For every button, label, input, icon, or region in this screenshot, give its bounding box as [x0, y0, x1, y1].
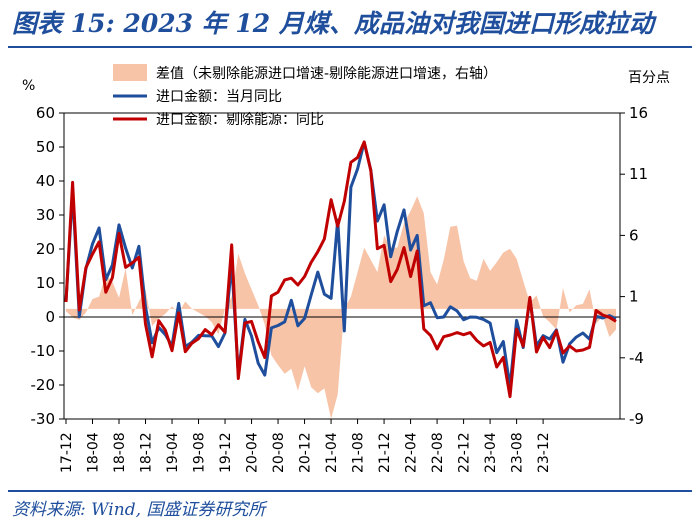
right-axis-unit: 百分点: [628, 70, 670, 86]
x-tick-label: 18-08: [112, 432, 128, 473]
left-tick-label: 20: [36, 240, 55, 258]
source-rule: [8, 490, 692, 492]
x-tick-label: 19-04: [165, 432, 181, 473]
x-tick-label: 18-12: [139, 432, 155, 473]
left-tick-label: 0: [45, 308, 55, 326]
x-tick-label: 22-04: [404, 432, 420, 473]
x-tick-label: 21-12: [377, 432, 393, 473]
legend-label-total: 进口金额：当月同比: [156, 89, 282, 105]
x-tick-label: 23-08: [510, 432, 526, 473]
right-tick-label: -4: [629, 349, 644, 367]
left-tick-label: 30: [36, 206, 55, 224]
right-tick-label: -9: [629, 410, 644, 428]
source-note: 资料来源: Wind, 国盛证券研究所: [12, 500, 266, 520]
x-tick-label: 23-04: [483, 432, 499, 473]
left-tick-label: -20: [31, 376, 56, 394]
title-rule: [8, 46, 692, 48]
exenergy-line: [64, 140, 617, 399]
right-tick-label: 16: [629, 104, 648, 122]
x-tick-label: 21-08: [351, 432, 367, 473]
right-tick-label: 6: [629, 226, 639, 244]
x-tick-label: 20-12: [298, 432, 314, 473]
diff-area: [66, 196, 616, 419]
x-tick-label: 20-04: [245, 432, 261, 473]
diff-area-group: [66, 196, 616, 419]
chart-title: 图表 15: 2023 年 12 月煤、成品油对我国进口形成拉动: [12, 9, 654, 38]
x-tick-label: 17-12: [59, 432, 75, 473]
x-tick-label: 22-08: [430, 432, 446, 473]
left-tick-label: 40: [36, 172, 55, 190]
x-tick-label: 21-04: [324, 432, 340, 473]
x-tick-label: 22-12: [457, 432, 473, 473]
left-axis-unit: %: [22, 78, 35, 94]
left-tick-label: -10: [31, 342, 56, 360]
plot-frame: [63, 112, 621, 420]
right-tick-label: 1: [629, 288, 639, 306]
x-tick-label: 19-08: [192, 432, 208, 473]
left-tick-label: 60: [36, 104, 55, 122]
right-tick-label: 11: [629, 165, 648, 183]
legend-swatch-diff: [113, 64, 147, 81]
lines-group: [64, 140, 617, 399]
x-tick-label: 19-12: [218, 432, 234, 473]
legend-label-diff: 差值（未剔除能源进口增速-剔除能源进口增速，右轴）: [156, 66, 497, 82]
left-tick-label: 10: [36, 274, 55, 292]
x-tick-label: 20-08: [271, 432, 287, 473]
legend-label-exenergy: 进口金额：剔除能源：同比: [156, 112, 324, 128]
left-tick-label: -30: [31, 410, 56, 428]
x-tick-label: 23-12: [536, 432, 552, 473]
left-tick-label: 50: [36, 138, 55, 156]
legend: 差值（未剔除能源进口增速-剔除能源进口增速，右轴） 进口金额：当月同比 进口金额…: [113, 64, 497, 128]
x-tick-label: 18-04: [86, 432, 102, 473]
